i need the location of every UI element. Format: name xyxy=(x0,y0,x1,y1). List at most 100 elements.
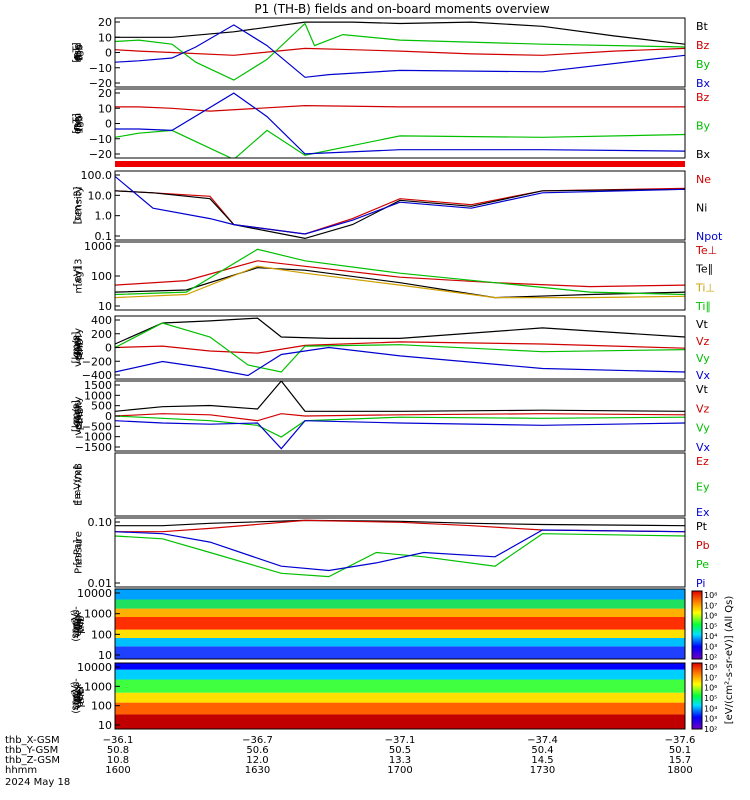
panel-frame xyxy=(114,241,686,311)
legend-peim_vel-1: Vz xyxy=(696,335,710,348)
xrow-value: −37.6 xyxy=(665,735,696,746)
colorbar-tick: 10⁴ xyxy=(704,704,717,713)
colorbar-tick: 10⁵ xyxy=(704,694,717,703)
colorbar-label: [eV/(cm²-s-sr-eV)] (All Qs) xyxy=(724,596,735,725)
colorbar-tick: 10³ xyxy=(704,715,717,724)
legend-fgs_gse-3: Bx xyxy=(696,77,711,90)
series-fgs_gsm-1 xyxy=(115,129,685,158)
xrow-value: 50.6 xyxy=(246,745,268,756)
ylabel-line: velocity xyxy=(73,396,84,435)
ytick-label: −1500 xyxy=(75,441,112,454)
panel-peer: 10000 1000 100 10 thbpeerenefluxeV(cm²-s-sr-… xyxy=(70,661,686,732)
xrow-value: 10.8 xyxy=(107,755,129,766)
legend-peem_vel-1: Vz xyxy=(696,402,710,415)
legend-pressure-2: Pe xyxy=(696,558,709,571)
ytick-label: 10 xyxy=(98,102,112,115)
xrow-value: 1630 xyxy=(245,765,270,776)
series-pressure-1 xyxy=(115,519,685,533)
panel-frame xyxy=(114,517,686,588)
ytick-label: 400 xyxy=(91,314,112,327)
ytick-label: 0 xyxy=(105,47,112,60)
panel-frame xyxy=(114,170,686,241)
ytick-label: 10.0 xyxy=(88,189,113,202)
ytick-label: 10000 xyxy=(77,661,112,674)
ylabel-line: en xyxy=(74,690,85,703)
ylabel-line: peer xyxy=(75,684,86,708)
spec-band xyxy=(115,679,685,693)
ylabel-line: gsm xyxy=(73,113,84,134)
series-pressure-2 xyxy=(115,533,685,578)
ytick-label: 1000 xyxy=(84,240,112,253)
legend-peim_vel-3: Vx xyxy=(696,369,711,382)
series-fgs_gse-3 xyxy=(115,24,685,78)
ylabel-line: peem xyxy=(74,402,85,430)
colorbar-tick: 10² xyxy=(704,653,717,662)
ytick-label: 500 xyxy=(91,400,112,413)
ytick-label: 1000 xyxy=(84,680,112,693)
xrow-value: −36.1 xyxy=(103,735,134,746)
legend-efield-1: Ey xyxy=(696,481,710,494)
legend-fgs_gsm-0: Bz xyxy=(696,91,710,104)
series-fgs_gse-0 xyxy=(115,21,685,45)
xrow-value: −37.4 xyxy=(527,735,558,746)
ylabel-line: thb xyxy=(75,115,86,132)
series-peim_vel-0 xyxy=(115,317,685,345)
legend-peem_vel-3: Vx xyxy=(696,441,711,454)
series-peem_vel-3 xyxy=(115,420,685,450)
xrow-value: 1730 xyxy=(530,765,555,776)
series-peim_vel-1 xyxy=(115,341,685,354)
legend-pressure-3: Pi xyxy=(696,577,705,590)
ylabel-line: [km/s] xyxy=(71,331,82,363)
colorbar-tick: 10⁷ xyxy=(704,673,717,682)
legend-density-0: Ne xyxy=(696,173,711,186)
colorbar-tick: 10⁶ xyxy=(704,612,717,621)
xrow-label: thb_X-GSM xyxy=(5,735,60,746)
colorbar-0 xyxy=(691,590,703,660)
ylabel-line: en xyxy=(74,618,85,631)
ylabel-line: sr-eV) xyxy=(70,609,81,638)
series-temp-3 xyxy=(115,248,685,296)
ylabel-line: peir xyxy=(75,613,86,633)
ytick-label: −10 xyxy=(89,133,112,146)
spec-band xyxy=(115,669,685,680)
colorbar-tick: 10⁸ xyxy=(704,591,717,600)
panel-frame xyxy=(114,588,686,660)
ytick-label: 1000 xyxy=(84,608,112,621)
ylabel-line: eV xyxy=(72,617,83,630)
ylabel-line: fgs xyxy=(74,116,85,131)
colorbar-tick: 10⁸ xyxy=(704,663,717,672)
ylabel-line: [eV] xyxy=(73,266,84,287)
date-label: 2024 May 18 xyxy=(5,777,70,788)
ylabel-line: thb xyxy=(75,339,86,356)
panel-frame xyxy=(114,452,686,517)
ytick-label: 200 xyxy=(91,328,112,341)
panel-frame xyxy=(114,88,686,159)
ylabel-line: velocity xyxy=(73,328,84,367)
legend-efield-0: Ez xyxy=(696,455,709,468)
colorbar-tick: 10³ xyxy=(704,643,717,652)
xrow-value: −36.7 xyxy=(242,735,273,746)
ylabel-line: peim xyxy=(74,335,85,360)
spec-band xyxy=(115,638,685,647)
legend-density-1: Ni xyxy=(696,202,707,215)
ytick-label: 100.0 xyxy=(81,169,113,182)
ytick-label: 10 xyxy=(98,300,112,313)
ylabel-efield: E=−VxB[mV/m] xyxy=(73,463,85,506)
xrow-value: 1800 xyxy=(667,765,692,776)
spec-band xyxy=(115,629,685,638)
colorbar-tick: 10⁵ xyxy=(704,622,717,631)
ylabel-line: thb xyxy=(76,688,87,705)
ylabel-line: (cm²-s- xyxy=(71,606,82,642)
legend-temp-1: Te∥ xyxy=(695,263,713,276)
series-pressure-0 xyxy=(115,519,685,527)
series-fgs_gse-1 xyxy=(115,47,685,56)
colorbar-1 xyxy=(691,662,703,730)
series-peem_vel-2 xyxy=(115,415,685,438)
ytick-label: 10 xyxy=(98,649,112,662)
